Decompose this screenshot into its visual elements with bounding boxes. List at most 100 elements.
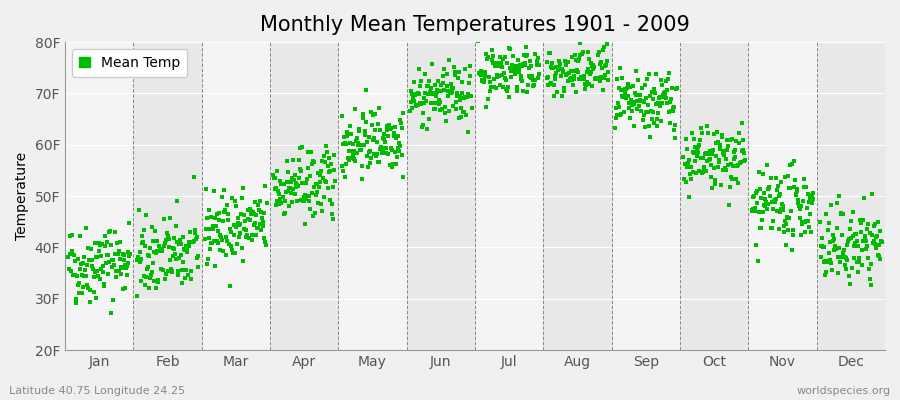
Point [824,202,839,208]
Point [490,73,504,80]
Point [594,59,608,65]
Point [213,232,228,238]
Point [522,64,536,71]
Point [665,85,680,91]
Point [179,267,194,274]
Point [814,254,828,260]
Point [247,211,261,217]
Point [598,72,612,78]
Point [109,268,123,274]
Point [377,131,392,137]
Point [277,210,292,216]
Point [342,156,356,163]
Point [176,280,190,286]
Point [163,215,177,221]
Point [654,100,669,106]
Point [82,257,96,263]
Point [147,278,161,284]
Point [325,201,339,207]
Point [226,250,240,256]
Point [733,160,747,166]
Point [665,108,680,114]
Point [813,218,827,225]
Point [777,229,791,235]
Point [752,208,767,215]
Point [489,60,503,66]
Point [252,206,266,213]
Point [851,258,866,265]
Point [511,64,526,70]
Point [828,246,842,252]
Point [677,176,691,183]
Point [833,211,848,217]
Point [643,134,657,140]
Point [794,203,808,209]
Point [440,83,454,89]
Point [851,243,866,250]
Point [503,64,517,71]
Point [744,208,759,214]
Point [337,141,351,147]
Point [167,251,182,257]
Point [649,71,663,77]
Point [371,120,385,127]
Point [321,162,336,169]
Point [187,238,202,244]
Point [697,169,711,175]
Point [388,123,402,130]
Point [724,161,738,168]
Point [545,60,560,66]
Point [554,72,568,79]
Point [112,248,126,254]
Point [339,128,354,135]
Point [326,216,340,222]
Point [206,226,220,232]
Point [445,88,459,95]
Point [782,215,796,221]
Point [93,242,107,248]
Point [858,236,872,243]
Point [169,256,184,262]
Point [246,208,260,215]
Point [836,250,850,256]
Point [508,62,523,69]
Point [652,100,666,106]
Point [625,102,639,108]
Point [412,83,427,89]
Point [491,59,505,66]
Point [637,112,652,118]
Point [816,244,831,250]
Point [542,50,556,56]
Point [291,183,305,189]
Point [458,94,473,100]
Point [527,77,542,83]
Point [785,161,799,167]
Point [548,73,562,80]
Point [832,245,846,251]
Point [242,235,256,241]
Point [646,119,661,126]
Point [321,168,336,175]
Point [80,282,94,288]
Point [198,236,212,242]
Point [552,58,566,64]
Point [152,243,166,249]
Point [148,249,162,256]
Point [706,151,720,157]
Point [684,164,698,170]
Point [746,206,760,212]
Point [358,132,373,138]
Point [240,207,255,214]
Point [624,115,638,121]
Point [702,156,716,162]
Point [272,191,286,198]
Point [691,148,706,155]
Point [712,159,726,166]
Point [577,72,591,79]
Point [238,226,253,233]
Point [513,73,527,79]
Bar [475,42,544,350]
Point [205,222,220,229]
Point [308,210,322,216]
Point [354,142,368,149]
